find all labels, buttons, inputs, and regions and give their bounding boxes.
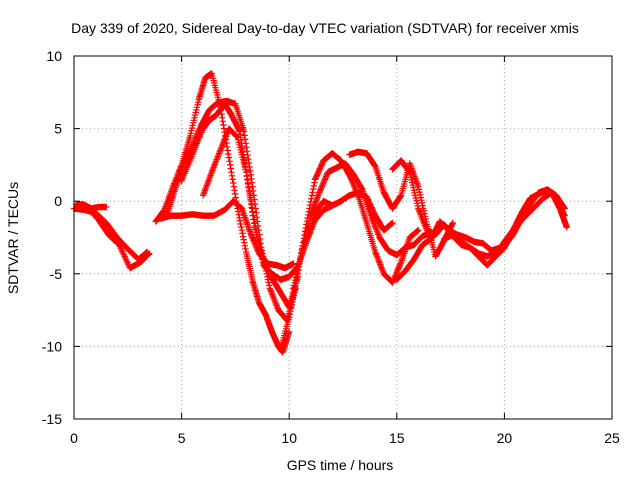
data-point-markers (290, 160, 435, 292)
x-tick-label: 10 (281, 430, 297, 446)
series-trace-15 (440, 186, 568, 260)
y-axis-label: SDTVAR / TECUs (5, 182, 21, 294)
y-tick-label: -15 (42, 411, 62, 427)
data-point-markers (303, 189, 396, 246)
data-point-markers (156, 198, 297, 272)
grid (74, 56, 612, 419)
x-tick-label: 20 (497, 430, 513, 446)
y-tick-label: -5 (50, 266, 63, 282)
y-tick-label: 10 (46, 48, 62, 64)
series-trace-6 (156, 198, 297, 272)
plot-frame (73, 55, 613, 420)
x-tick-label: 0 (70, 430, 78, 446)
x-axis-label: GPS time / hours (287, 457, 394, 473)
chart-title: Day 339 of 2020, Sidereal Day-to-day VTE… (71, 20, 579, 36)
series-trace-10 (290, 160, 435, 292)
data-point-markers (75, 200, 110, 212)
x-tick-label: 25 (604, 430, 620, 446)
y-tick-label: -10 (42, 338, 62, 354)
series-trace-11 (303, 189, 396, 246)
x-tick-label: 15 (389, 430, 405, 446)
series-trace-3 (75, 200, 110, 212)
x-tick-label: 5 (178, 430, 186, 446)
data-series (70, 70, 570, 356)
data-point-markers (440, 186, 568, 260)
y-tick-label: 5 (54, 121, 62, 137)
y-tick-label: 0 (54, 193, 62, 209)
axis-ticks: 0 5 10 15 20 25 -15 -10 -5 0 5 10 (42, 48, 620, 446)
